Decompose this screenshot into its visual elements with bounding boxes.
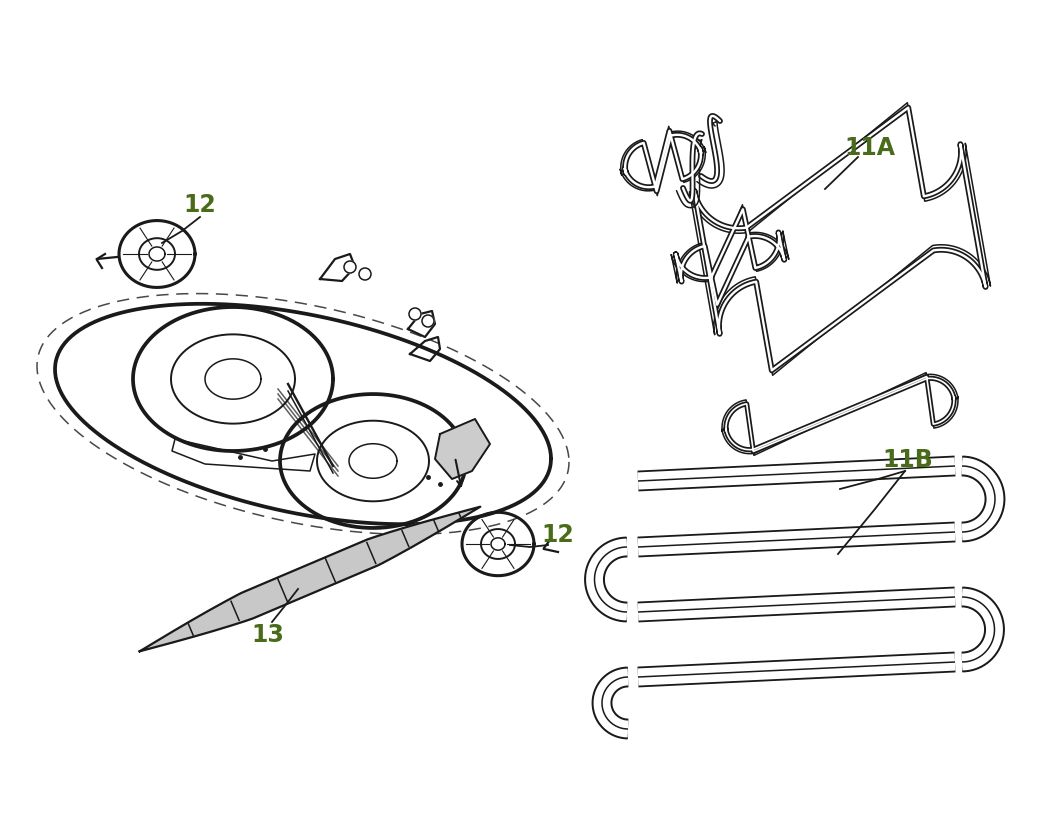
Circle shape [409,308,421,321]
Polygon shape [140,507,481,652]
Circle shape [359,269,371,280]
Text: 12: 12 [183,193,216,217]
Text: 11B: 11B [882,447,933,471]
Circle shape [344,261,356,274]
Circle shape [421,316,434,327]
Text: 12: 12 [541,523,574,547]
Text: 11A: 11A [844,136,896,160]
Text: 13: 13 [252,622,285,646]
Polygon shape [435,419,490,480]
